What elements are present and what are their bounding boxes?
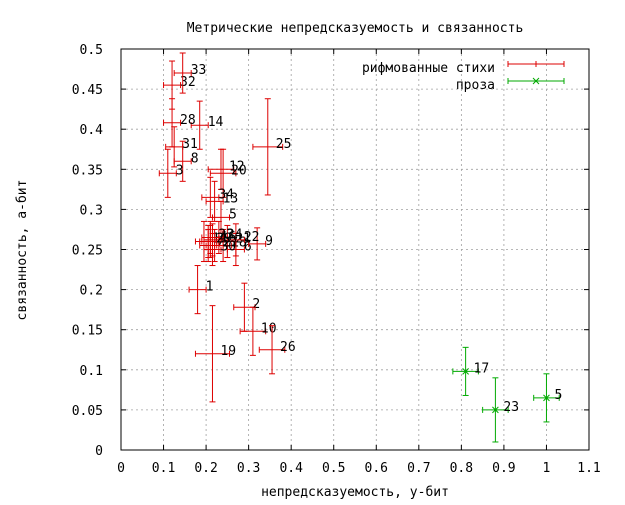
point-label: 21 [235,231,251,246]
point-label: 30 [220,240,236,255]
data-point: 5 [533,373,562,423]
point-label: 8 [191,151,199,166]
point-label: 11 [212,231,228,246]
x-tick-label: 0.8 [450,461,473,476]
x-tick-label: 0.9 [492,461,515,476]
data-point: 14 [190,100,224,150]
x-tick-label: 0.1 [152,461,175,476]
data-point: 10 [239,306,277,356]
point-marker [492,406,499,414]
point-label: 23 [503,400,519,415]
point-label: 26 [280,340,296,355]
data-point: 27 [205,228,239,263]
legend-label-0: рифмованные стихи [362,61,495,76]
data-point: 2 [233,282,260,332]
x-tick-label: 0.5 [322,461,345,476]
point-label: 17 [474,361,490,376]
data-point: 34 [201,176,234,218]
y-tick-label: 0.25 [72,244,103,259]
legend-marker-prose [507,77,565,85]
point-label: 22 [244,230,260,245]
y-tick-label: 0 [95,444,103,459]
x-axis-label: непредсказуемость, у-бит [261,485,449,500]
point-label: 5 [554,388,562,403]
axis-ticks: 0 0.1 0.2 0.3 0.4 0.5 0.6 0.7 0.8 0.9 1 1.1 0 0.05 0.1… [72,43,601,476]
point-label: 13 [223,191,239,206]
point-label: 24 [227,227,243,242]
point-label: 31 [182,137,198,152]
x-tick-label: 1 [543,461,551,476]
legend-marker-rhymed [507,61,565,67]
data-point: 25 [252,98,292,196]
legend-label-1: проза [456,78,495,93]
point-label: 5 [229,207,237,222]
y-tick-label: 0.5 [80,43,103,58]
y-tick-label: 0.35 [72,163,103,178]
data-points: 1245678910111213141618192021222324252627… [158,52,562,443]
x-tick-label: 0.2 [194,461,217,476]
data-point: 29 [199,224,232,259]
data-point: 22 [226,223,260,257]
point-label: 2 [252,297,260,312]
chart-title: Метрические непредсказуемость и связанно… [187,21,524,36]
x-tick-label: 0.3 [237,461,260,476]
grid [121,49,589,450]
x-tick-label: 0.7 [407,461,430,476]
point-label: 34 [218,187,234,202]
point-label: 29 [216,231,232,246]
point-label: 6 [244,240,252,255]
y-tick-label: 0.1 [80,364,103,379]
point-label: 14 [208,115,224,130]
point-label: 10 [261,321,277,336]
y-tick-label: 0.2 [80,284,103,299]
point-label: 23 [218,227,234,242]
data-point: 31 [165,126,198,168]
y-tick-label: 0.4 [80,123,104,138]
data-point: 24 [209,220,243,255]
data-point: 32 [163,60,196,110]
data-point: 17 [452,346,490,396]
y-tick-label: 0.15 [72,324,103,339]
y-axis-label: связанность, а-бит [15,180,30,321]
point-label: 7 [216,235,224,250]
point-label: 27 [223,235,239,250]
point-label: 25 [276,137,292,152]
point-label: 32 [180,75,196,90]
data-point: 26 [258,325,296,375]
y-tick-label: 0.3 [80,203,103,218]
x-tick-label: 1.1 [577,461,600,476]
data-point: 19 [194,305,236,403]
y-tick-label: 0.05 [72,404,103,419]
legend: рифмованные стихи проза [362,61,565,93]
point-label: 1 [206,280,214,295]
data-point: 23 [482,377,519,443]
point-marker [462,368,469,375]
data-point: 12 [207,148,245,190]
point-label: 33 [191,63,207,78]
data-point: 3 [158,148,184,198]
data-point: 9 [248,227,273,261]
data-point: 33 [173,52,207,94]
y-tick-label: 0.45 [72,83,103,98]
point-label: 28 [180,113,196,128]
point-label: 3 [176,163,184,178]
point-label: 9 [265,234,273,249]
x-tick-label: 0 [117,461,125,476]
point-marker [543,394,550,402]
point-label: 20 [231,163,247,178]
point-label: 4 [218,231,226,246]
data-point: 30 [203,232,236,267]
legend-point [532,77,540,85]
point-label: 18 [231,235,247,250]
point-label: 19 [220,344,236,359]
x-tick-label: 0.4 [279,461,303,476]
data-point: 20 [209,148,247,198]
data-point: 1 [188,265,214,315]
x-tick-label: 0.6 [365,461,388,476]
data-point: 13 [205,180,239,222]
point-label: 12 [229,159,245,174]
